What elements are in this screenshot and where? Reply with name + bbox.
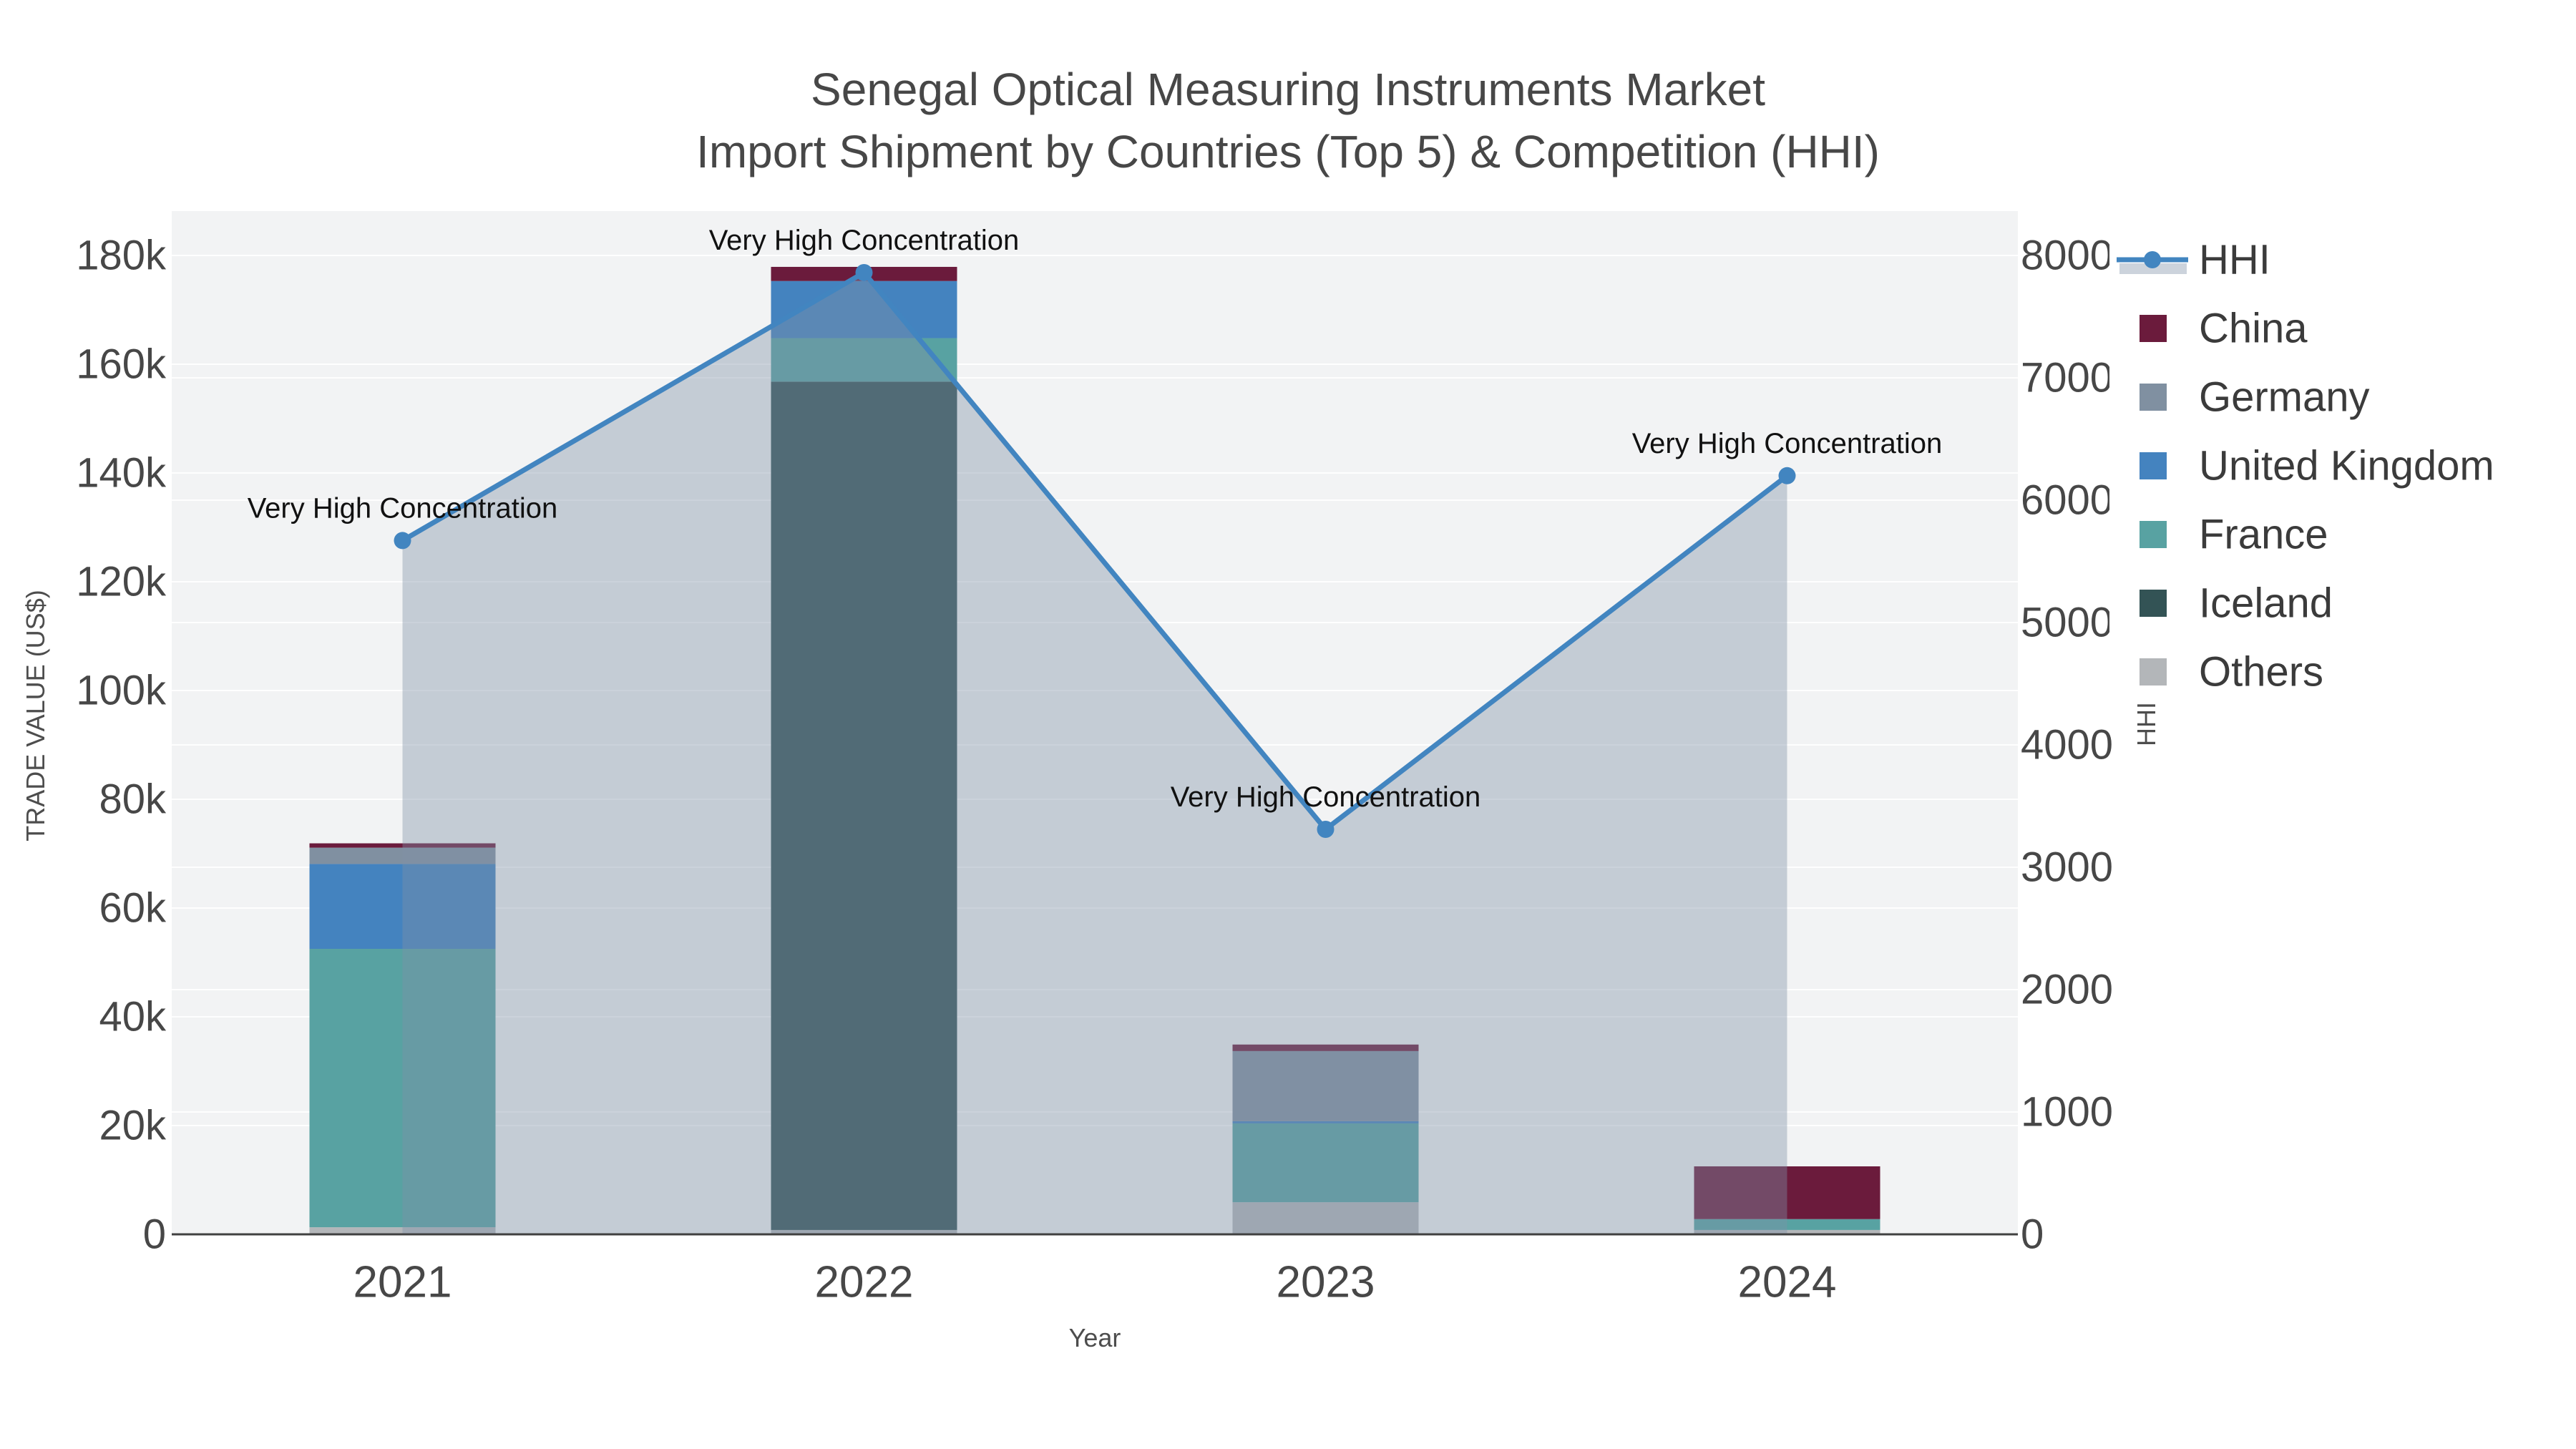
left-tick-label: 80k (99, 776, 167, 823)
left-tick-label: 140k (76, 450, 167, 497)
annotation-2024: Very High Concentration (1632, 428, 1943, 459)
legend-item-france[interactable]: France (2140, 512, 2328, 558)
bar-segment-2023-united-kingdom[interactable] (1232, 1121, 1419, 1123)
legend-label-others: Others (2199, 649, 2323, 696)
bar-segment-2023-china[interactable] (1232, 1044, 1419, 1051)
right-tick-label: 1000 (2021, 1089, 2113, 1136)
right-axis-title: HHI (2132, 702, 2161, 746)
left-tick-label: 120k (76, 559, 167, 605)
legend-item-iceland[interactable]: Iceland (2140, 580, 2333, 627)
x-tick-label-2021: 2021 (353, 1258, 452, 1307)
legend-item-united-kingdom[interactable]: United Kingdom (2140, 443, 2494, 489)
bar-segment-2024-others[interactable] (1694, 1229, 1880, 1234)
chart-title-line2: Import Shipment by Countries (Top 5) & C… (696, 126, 1880, 177)
right-tick-label: 6000 (2021, 477, 2113, 524)
legend-item-others[interactable]: Others (2140, 649, 2323, 696)
hhi-marker-2024[interactable] (1778, 467, 1796, 484)
legend-item-hhi[interactable]: HHI (2117, 237, 2270, 283)
legend-label-iceland: Iceland (2199, 580, 2333, 627)
bar-segment-2024-france[interactable] (1694, 1219, 1880, 1230)
legend-item-germany[interactable]: Germany (2140, 374, 2370, 421)
left-tick-label: 180k (76, 233, 167, 279)
legend-swatch-germany (2140, 384, 2167, 411)
bar-segment-2022-others[interactable] (771, 1229, 957, 1234)
annotation-2022: Very High Concentration (709, 225, 1020, 256)
x-tick-label-2023: 2023 (1277, 1258, 1375, 1307)
left-tick-label: 40k (99, 994, 167, 1040)
legend-label-germany: Germany (2199, 374, 2370, 421)
annotations: Very High Concentration Very High Concent… (248, 225, 1943, 813)
right-tick-label: 5000 (2021, 600, 2113, 646)
y-axis-title: TRADE VALUE (US$) (21, 590, 50, 841)
x-axis-ticks: 2021 2022 2023 2024 (353, 1258, 1837, 1307)
hhi-line (401, 269, 1789, 833)
bar-segment-2024-china[interactable] (1694, 1166, 1880, 1219)
legend-label-france: France (2199, 512, 2328, 558)
bar-segment-2021-germany[interactable] (309, 847, 496, 864)
right-tick-label: 2000 (2021, 967, 2113, 1013)
bar-segment-2023-france[interactable] (1232, 1123, 1419, 1203)
legend-label-united-kingdom: United Kingdom (2199, 443, 2494, 489)
bar-segment-2021-france[interactable] (309, 949, 496, 1228)
right-tick-label: 3000 (2021, 844, 2113, 891)
left-tick-label: 20k (99, 1103, 167, 1149)
bar-segment-2023-germany[interactable] (1232, 1050, 1419, 1121)
right-axis-ticks: 0 1000 2000 3000 4000 5000 6000 7000 8000 (2021, 233, 2113, 1258)
legend: HHI China Germany United Kingdom France Icela… (2109, 235, 2494, 700)
legend-swatch-others (2140, 658, 2167, 686)
bar-segment-2021-china[interactable] (309, 843, 496, 848)
legend-swatch-iceland (2140, 590, 2167, 617)
legend-background (2109, 235, 2489, 700)
legend-hhi-area-swatch (2119, 263, 2187, 274)
legend-label-china: China (2199, 306, 2308, 352)
left-tick-label: 100k (76, 668, 167, 714)
left-tick-label: 160k (76, 341, 167, 388)
bar-segment-2022-iceland[interactable] (771, 381, 957, 1230)
bar-segment-2021-others[interactable] (309, 1227, 496, 1234)
left-tick-label: 0 (143, 1211, 166, 1258)
legend-hhi-marker-icon (2144, 251, 2161, 268)
legend-item-china[interactable]: China (2140, 306, 2308, 352)
legend-swatch-china (2140, 315, 2167, 342)
legend-swatch-united-kingdom (2140, 452, 2167, 479)
stacked-bars (309, 266, 1880, 1234)
annotation-2021: Very High Concentration (248, 492, 558, 524)
x-axis-title: Year (1069, 1323, 1121, 1352)
left-axis-ticks: 0 20k 40k 60k 80k 100k 120k 140k 160k 180k (76, 233, 167, 1258)
legend-swatch-france (2140, 521, 2167, 548)
hhi-line-group (394, 263, 1796, 1235)
chart-title-line1: Senegal Optical Measuring Instruments Ma… (811, 64, 1765, 115)
hhi-marker-2022[interactable] (855, 263, 873, 281)
legend-label-hhi: HHI (2199, 237, 2270, 283)
hhi-area-fill (402, 272, 1787, 1235)
annotation-2023: Very High Concentration (1171, 781, 1481, 813)
x-tick-label-2024: 2024 (1738, 1258, 1837, 1307)
right-tick-label: 4000 (2021, 722, 2113, 769)
left-tick-label: 60k (99, 885, 167, 932)
right-tick-label: 0 (2021, 1211, 2044, 1258)
bar-segment-2023-others[interactable] (1232, 1202, 1419, 1234)
x-tick-label-2022: 2022 (815, 1258, 914, 1307)
right-tick-label: 8000 (2021, 233, 2113, 279)
hhi-marker-2021[interactable] (394, 532, 411, 550)
bar-segment-2021-united-kingdom[interactable] (309, 864, 496, 949)
right-tick-label: 7000 (2021, 355, 2113, 401)
hhi-marker-2023[interactable] (1317, 820, 1335, 838)
